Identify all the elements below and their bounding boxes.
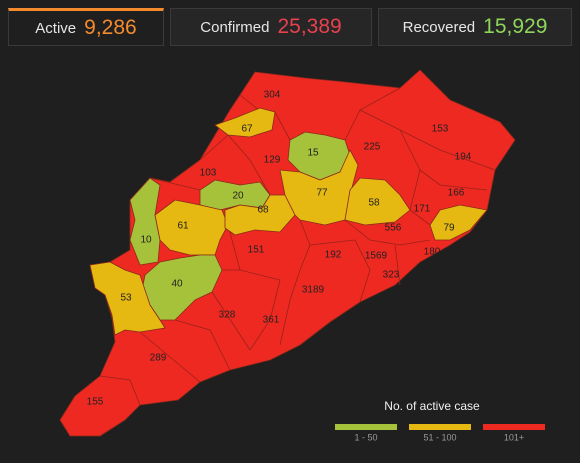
district-label: 3189 [302,285,325,296]
legend-label: 1 - 50 [354,432,377,442]
district-label: 194 [455,152,472,163]
district-label: 323 [383,270,400,281]
legend-title: No. of active case [384,399,480,413]
district-label: 361 [263,315,280,326]
tab[interactable]: Confirmed 25,389 [170,8,372,46]
district-label: 153 [432,124,449,135]
district-label: 556 [385,223,402,234]
district-label: 67 [241,124,253,135]
district-label: 166 [448,188,465,199]
colored-districts [89,107,488,336]
district-label: 58 [368,198,380,209]
tab-value: 25,389 [277,15,342,38]
district-shape [89,261,166,336]
district-shape [129,177,161,266]
tab-label: Confirmed [200,18,270,36]
district-label: 151 [248,245,265,256]
district-label: 15 [307,148,319,159]
tab-label: Recovered [402,18,476,36]
district-label: 53 [120,293,132,304]
district-label: 171 [414,204,431,215]
tab-bar: Active 9,286 Confirmed 25,389 Recovered … [8,8,572,46]
district-label: 1569 [365,251,388,262]
district-label: 304 [264,90,281,101]
tab-value: 15,929 [483,15,548,38]
tab-value: 9,286 [84,16,137,39]
district-label: 79 [443,223,455,234]
district-label: 103 [200,168,217,179]
tab-label: Active [35,19,77,37]
district-label: 68 [257,205,269,216]
district-label: 155 [87,397,104,408]
legend-swatch [483,424,545,430]
district-label: 180 [424,247,441,258]
legend-label: 101+ [504,432,524,442]
district-label: 225 [364,142,381,153]
district-shape [344,177,411,226]
legend-swatch [409,424,471,430]
tab[interactable]: Recovered 15,929 [378,8,572,46]
district-label: 10 [140,235,152,246]
district-borders [99,87,496,406]
district-shape [429,204,488,241]
district-label: 328 [219,310,236,321]
district-label: 129 [264,155,281,166]
district-label: 192 [325,250,342,261]
district-label: 289 [150,353,167,364]
legend-label: 51 - 100 [423,432,456,442]
district-label: 61 [177,221,189,232]
district-label: 20 [232,191,244,202]
district-label: 77 [316,188,328,199]
district-shape [214,107,276,138]
district-shape [154,199,229,256]
district-label: 40 [171,279,183,290]
tab[interactable]: Active 9,286 [8,8,164,46]
legend-swatch [335,424,397,430]
